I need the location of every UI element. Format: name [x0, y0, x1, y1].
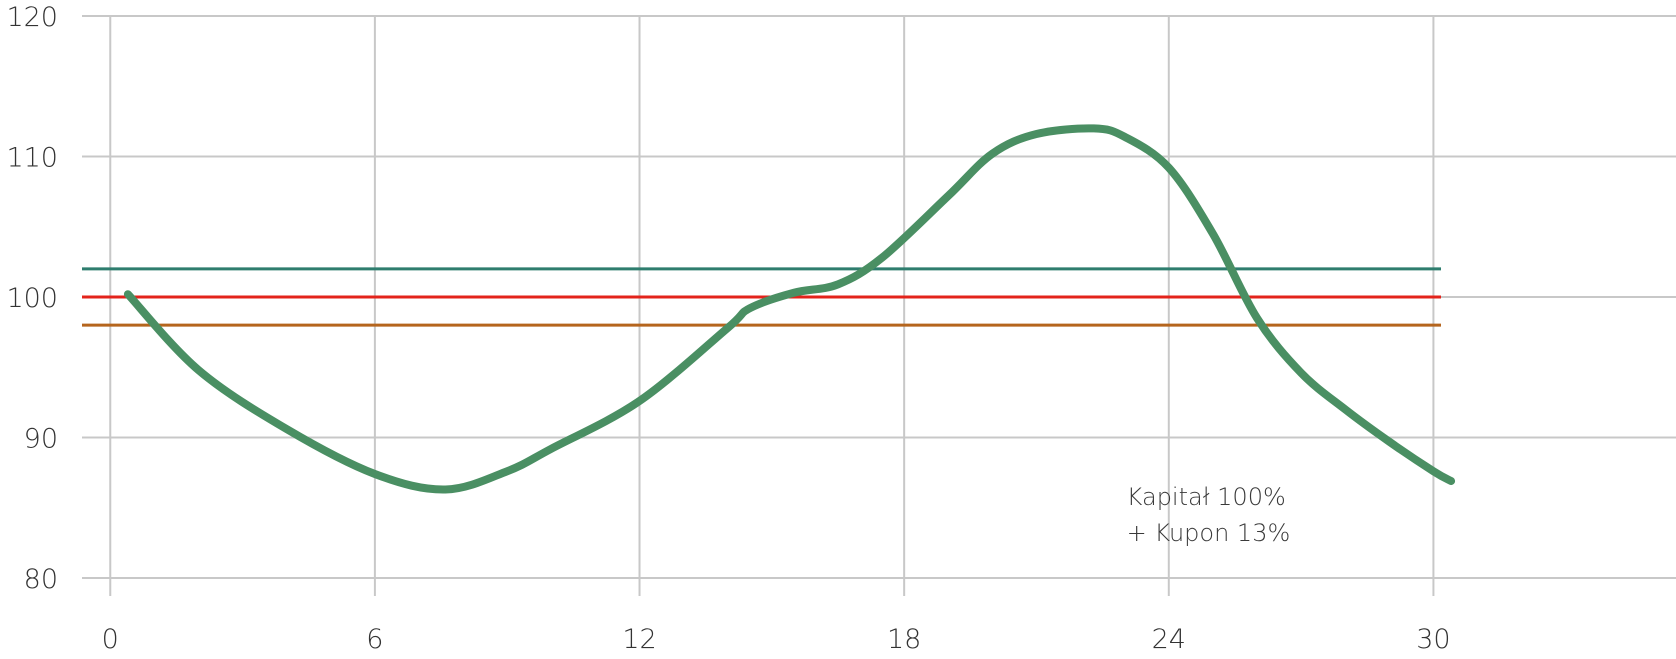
- annotation-0-line-1: + Kupon 13%: [1127, 519, 1291, 547]
- x-axis-tick-marks: [109, 578, 1435, 596]
- x-tick-label-30: 30: [1416, 624, 1450, 655]
- reference-lines: [82, 267, 1441, 327]
- y-tick-label-120: 120: [6, 2, 58, 33]
- series-group: [123, 124, 1456, 494]
- x-tick-label-18: 18: [887, 624, 921, 655]
- series-line-0: [123, 124, 1456, 494]
- x-tick-label-24: 24: [1152, 624, 1186, 655]
- y-tick-label-90: 90: [24, 424, 58, 455]
- y-tick-label-100: 100: [6, 283, 58, 314]
- annotations-group: Kapitał 100% + Kupon 13%: [1127, 483, 1291, 547]
- x-tick-label-12: 12: [622, 624, 656, 655]
- x-tick-label-6: 6: [366, 624, 383, 655]
- y-tick-label-80: 80: [24, 564, 58, 595]
- y-axis-tick-labels: 80 90 100 110 120: [6, 2, 58, 595]
- x-tick-label-0: 0: [102, 624, 119, 655]
- x-axis-tick-labels: 0 6 12 18 24 30: [102, 624, 1451, 655]
- y-tick-label-110: 110: [6, 143, 58, 174]
- annotation-0-line-0: Kapitał 100%: [1127, 483, 1286, 511]
